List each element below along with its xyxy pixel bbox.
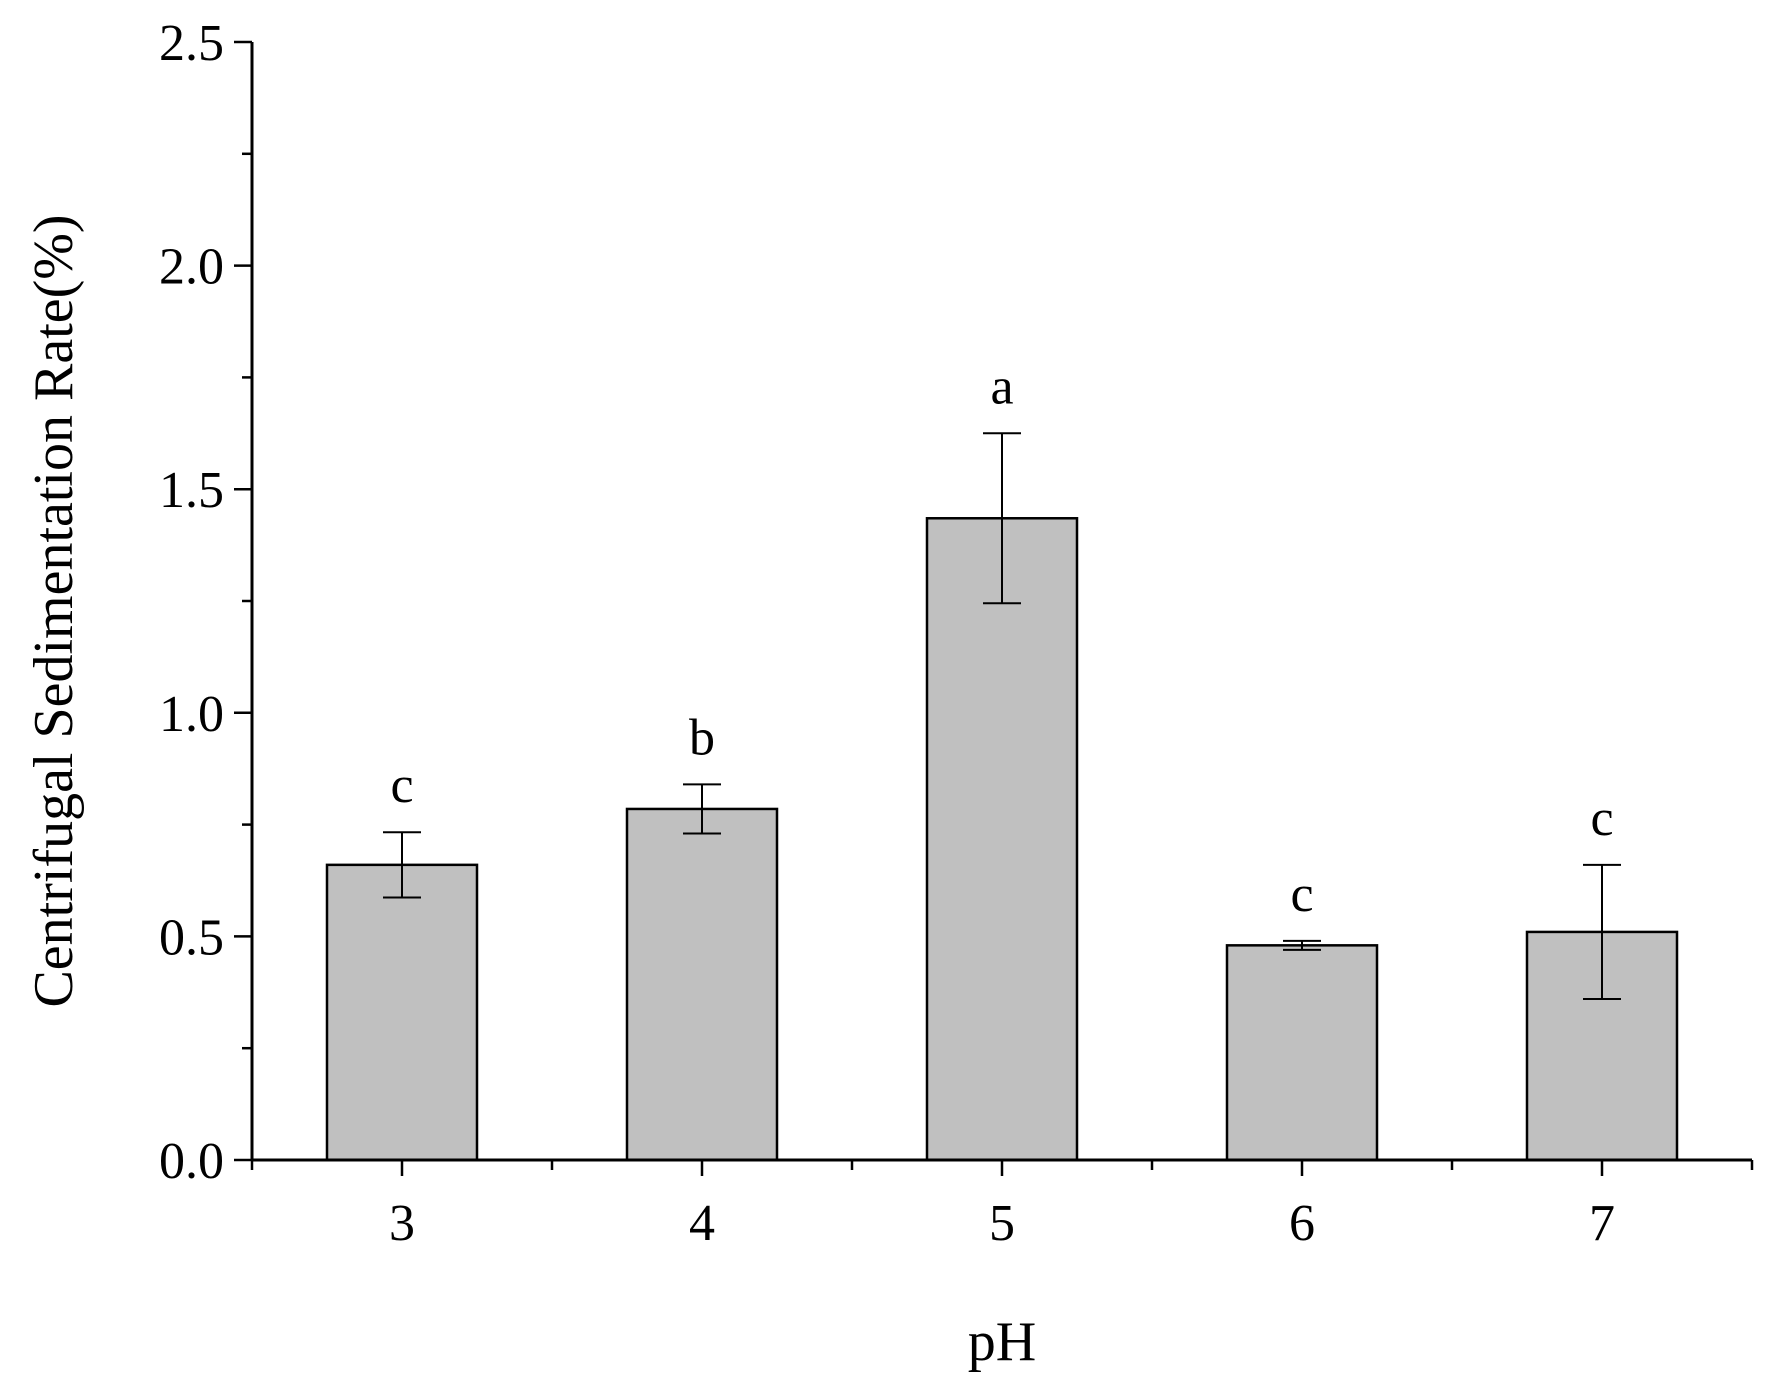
- significance-label-ph-5: a: [990, 358, 1013, 415]
- error-bar-ph-5: [983, 432, 1021, 605]
- labels-layer: c 3 b 4 a 5 c 6 c 7 0.0 0.5 1.0 1.5 2.0 2.5: [159, 15, 1615, 1252]
- significance-label-ph-4: b: [689, 709, 715, 766]
- significance-label-ph-6: c: [1290, 866, 1313, 923]
- y-axis-title: Centrifugal Sedimentation Rate(%): [23, 214, 85, 1007]
- y-tick-label: 2.5: [159, 15, 224, 72]
- bars-layer: [325, 517, 1679, 1162]
- y-tick-label: 0.0: [159, 1133, 224, 1190]
- significance-label-ph-7: c: [1590, 790, 1613, 847]
- x-tick-label: 7: [1589, 1195, 1615, 1252]
- x-tick-label: 5: [989, 1195, 1015, 1252]
- error-bar-ph-4: [683, 783, 721, 835]
- error-bar-ph-7: [1583, 863, 1621, 1001]
- error-bar-ph-3: [383, 831, 421, 899]
- axes-layer: [234, 40, 1754, 1176]
- y-tick-label: 1.0: [159, 686, 224, 743]
- bar-ph-6: [1225, 944, 1379, 1162]
- y-tick-label: 2.0: [159, 239, 224, 296]
- x-tick-label: 6: [1289, 1195, 1315, 1252]
- x-axis-title: pH: [968, 1311, 1036, 1373]
- bar-ph-5: [925, 517, 1079, 1162]
- error-bars-layer: [383, 432, 1621, 1001]
- significance-label-ph-3: c: [390, 757, 413, 814]
- error-bar-ph-6: [1283, 939, 1321, 951]
- y-tick-label: 0.5: [159, 909, 224, 966]
- y-tick-label: 1.5: [159, 462, 224, 519]
- x-tick-label: 4: [689, 1195, 715, 1252]
- x-tick-label: 3: [389, 1195, 415, 1252]
- bar-ph-3: [325, 863, 479, 1162]
- bar-ph-4: [625, 807, 779, 1162]
